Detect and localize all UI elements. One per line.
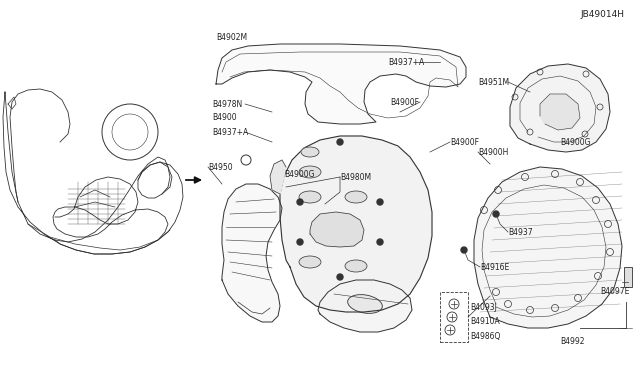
Polygon shape	[280, 136, 432, 312]
Ellipse shape	[299, 191, 321, 203]
Ellipse shape	[299, 256, 321, 268]
Text: B4978N: B4978N	[212, 99, 243, 109]
Polygon shape	[510, 64, 610, 152]
Text: B4916E: B4916E	[480, 263, 509, 272]
Text: JB49014H: JB49014H	[580, 10, 624, 19]
Text: B4937: B4937	[508, 228, 532, 237]
Text: B4910A: B4910A	[470, 317, 500, 327]
Text: B4950: B4950	[208, 163, 232, 171]
Circle shape	[493, 211, 499, 217]
Text: B4900F: B4900F	[390, 97, 419, 106]
FancyBboxPatch shape	[624, 267, 632, 287]
Text: B4900G: B4900G	[560, 138, 591, 147]
Ellipse shape	[345, 191, 367, 203]
Ellipse shape	[345, 260, 367, 272]
Ellipse shape	[348, 295, 382, 313]
Polygon shape	[222, 184, 282, 322]
Text: B4937+A: B4937+A	[388, 58, 424, 67]
Polygon shape	[540, 94, 580, 130]
Circle shape	[377, 199, 383, 205]
Circle shape	[461, 247, 467, 253]
Text: B4937+A: B4937+A	[212, 128, 248, 137]
Text: B4902M: B4902M	[216, 32, 247, 42]
Text: B4980M: B4980M	[340, 173, 371, 182]
Text: B4900G: B4900G	[284, 170, 314, 179]
Polygon shape	[318, 280, 412, 332]
Text: B4992: B4992	[560, 337, 584, 346]
Text: B4900F: B4900F	[450, 138, 479, 147]
Ellipse shape	[299, 166, 321, 178]
Circle shape	[337, 139, 343, 145]
Polygon shape	[270, 160, 286, 194]
Polygon shape	[310, 212, 364, 247]
Text: B4900H: B4900H	[478, 148, 508, 157]
Text: B4900: B4900	[212, 112, 237, 122]
Polygon shape	[474, 167, 622, 328]
Text: B4951M: B4951M	[478, 77, 509, 87]
Circle shape	[297, 239, 303, 245]
Text: B4093J: B4093J	[470, 304, 497, 312]
Circle shape	[377, 239, 383, 245]
Circle shape	[297, 199, 303, 205]
Text: B4097E: B4097E	[600, 288, 629, 296]
Ellipse shape	[301, 147, 319, 157]
Polygon shape	[216, 44, 466, 124]
Text: B4986Q: B4986Q	[470, 331, 500, 340]
Circle shape	[337, 274, 343, 280]
